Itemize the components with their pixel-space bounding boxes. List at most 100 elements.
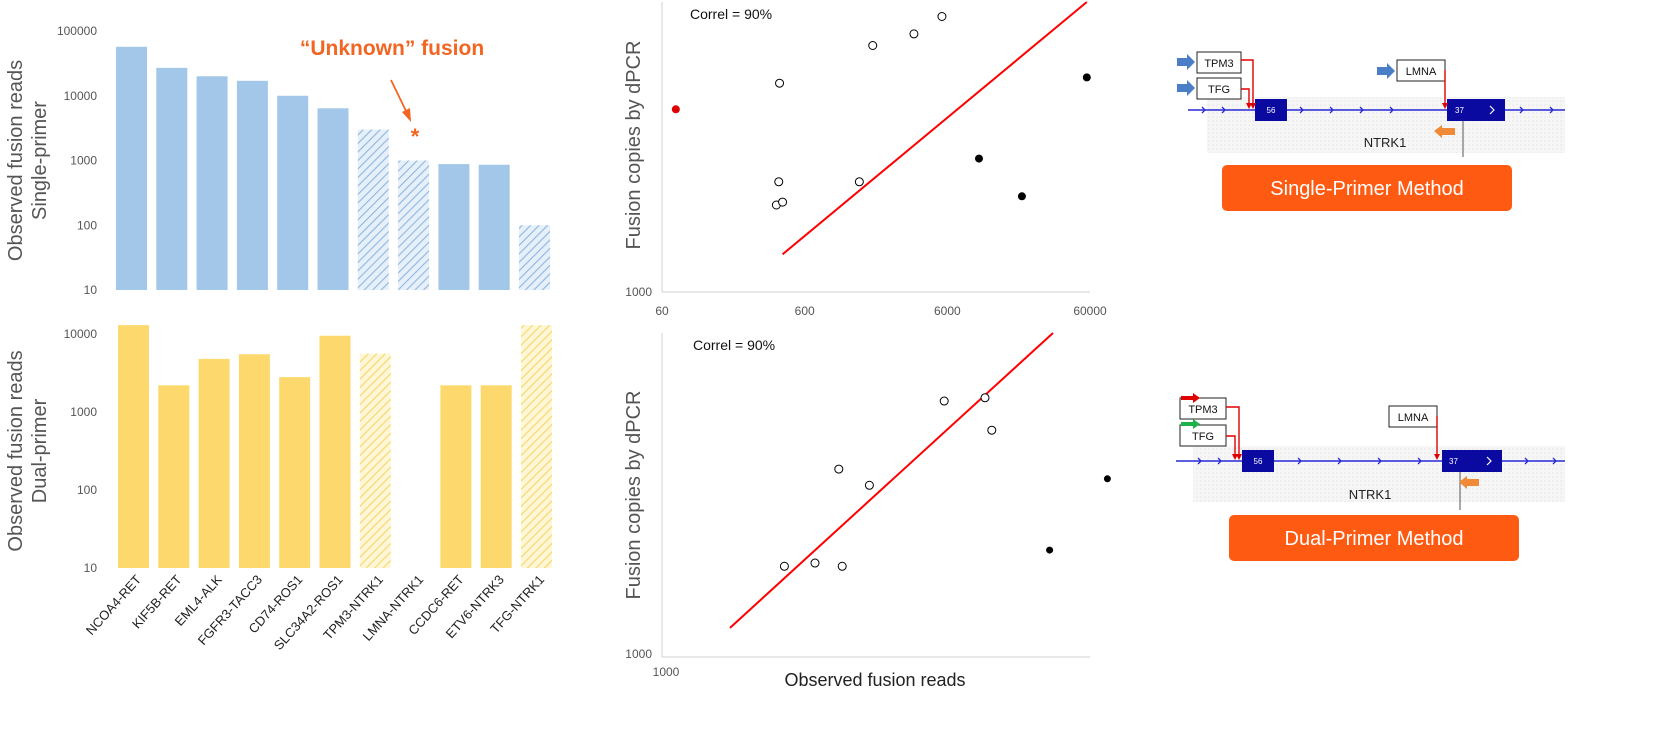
open-point xyxy=(778,197,788,207)
open-point xyxy=(837,561,847,571)
filled-point xyxy=(1017,192,1026,201)
x-tick-label: 60 xyxy=(655,304,669,318)
exon-chevron xyxy=(1486,456,1492,466)
unknown-fusion-arrowhead xyxy=(402,108,411,122)
exon-37-label: 37 xyxy=(1449,457,1458,466)
bar-eml4-alk xyxy=(196,76,228,291)
highlight-point xyxy=(671,105,680,114)
scatter2-y-tick: 1000 xyxy=(625,647,652,661)
y-tick-label: 10000 xyxy=(64,327,98,341)
unknown-fusion-arrow xyxy=(390,79,408,114)
exon-56 xyxy=(1255,99,1287,121)
scatter2-x-axis-label: Observed fusion reads xyxy=(784,670,965,690)
bar-ncoa4-ret xyxy=(118,325,149,568)
fusion-junction-arrows xyxy=(1226,406,1438,455)
filled-point xyxy=(1103,475,1111,483)
fusion-junction-arrowheads xyxy=(1246,103,1448,109)
tfg-label: TFG xyxy=(1208,84,1230,96)
filled-point xyxy=(1082,73,1091,82)
scatter1-y-axis-label: Fusion copies by dPCR xyxy=(623,41,645,250)
bar-cd74-ros1 xyxy=(279,377,311,568)
bar-tpm3-ntrk1 xyxy=(359,353,391,568)
fit-line xyxy=(729,332,1054,629)
bar-ccdc6-ret xyxy=(440,385,472,568)
bar-kif5b-ret xyxy=(158,385,190,568)
forward-primer-arrows xyxy=(1177,54,1395,96)
exon-37 xyxy=(1447,99,1505,121)
exon-37-label: 37 xyxy=(1455,106,1464,115)
single-primer-method-button xyxy=(1222,165,1512,211)
dual-primer-diagram: 56 37 NTRK1 TPM3 TFG LMNA Dual-Primer Me… xyxy=(1176,393,1565,561)
bar-tpm3-ntrk1 xyxy=(357,129,389,290)
open-point xyxy=(980,393,990,403)
open-point xyxy=(939,396,949,406)
bar-tfg-ntrk1 xyxy=(521,325,552,568)
tpm3-primer-arrow xyxy=(1181,393,1200,403)
bar-fgfr3-tacc3 xyxy=(236,80,268,290)
single-primer-y-axis-label: Observed fusion reads Single-primer xyxy=(5,60,51,261)
exon-56-label: 56 xyxy=(1267,106,1276,115)
backbone-chevrons xyxy=(1201,106,1554,114)
scatter2-marks xyxy=(729,332,1111,629)
open-point xyxy=(937,12,947,21)
tpm3-box xyxy=(1196,51,1242,74)
lmna-label: LMNA xyxy=(1406,66,1437,78)
unknown-fusion-annotation: “Unknown” fusion xyxy=(300,37,484,60)
bar-ccdc6-ret xyxy=(438,164,470,290)
tfg-label: TFG xyxy=(1192,431,1214,443)
single-primer-y-ticks: 100000 10000 1000 100 10 xyxy=(57,24,97,297)
x-tick-label: 600 xyxy=(795,304,815,318)
bar-etv6-ntrk3 xyxy=(478,164,510,290)
single-primer-scatter: Fusion copies by dPCR Correl = 90% 60 600… xyxy=(623,1,1107,318)
scatter1-marks xyxy=(671,1,1091,256)
tpm3-label: TPM3 xyxy=(1204,58,1233,70)
bar-lmna-ntrk1 xyxy=(398,160,430,290)
open-point xyxy=(864,480,874,490)
open-point xyxy=(810,558,820,568)
open-point xyxy=(909,29,919,39)
single-primer-method-label: Single-Primer Method xyxy=(1270,178,1463,200)
unknown-fusion-star: * xyxy=(411,124,420,149)
y-tick-label: 10 xyxy=(84,561,98,575)
x-tick-label: 6000 xyxy=(934,304,961,318)
ntrk1-label: NTRK1 xyxy=(1364,135,1407,150)
single-primer-bar-chart: Observed fusion reads Single-primer 10000… xyxy=(5,24,550,297)
y-tick-label: 100000 xyxy=(57,24,97,38)
scatter2-x-tick: 1000 xyxy=(653,665,680,679)
single-primer-bars xyxy=(116,46,550,291)
scatter2-correlation: Correl = 90% xyxy=(693,337,775,353)
open-point xyxy=(779,561,789,571)
reverse-primer-arrow xyxy=(1434,125,1455,138)
category-labels: NCOA4-RETKIF5B-RETEML4-ALKFGFR3-TACC3CD7… xyxy=(83,572,547,653)
tfg-primer-arrow xyxy=(1181,419,1200,429)
exon-56-label: 56 xyxy=(1254,457,1263,466)
open-point xyxy=(987,425,997,435)
bar-tfg-ntrk1 xyxy=(519,225,550,290)
scatter2-y-axis-label: Fusion copies by dPCR xyxy=(623,391,645,600)
bar-slc34a2-ros1 xyxy=(317,108,349,291)
bar-etv6-ntrk3 xyxy=(480,385,512,568)
exon-37 xyxy=(1442,450,1502,472)
scatter1-x-ticks: 60 600 6000 60000 xyxy=(655,304,1107,318)
dual-primer-y-ticks: 10000 1000 100 10 xyxy=(64,327,98,575)
scatter1-y-tick: 1000 xyxy=(625,285,652,299)
dual-primer-y-axis-label: Observed fusion reads Dual-primer xyxy=(5,350,51,551)
open-point xyxy=(774,177,784,187)
open-point xyxy=(868,41,878,50)
scatter1-correlation: Correl = 90% xyxy=(690,6,772,22)
filled-point xyxy=(974,154,983,163)
x-tick-label: 60000 xyxy=(1073,304,1107,318)
y-tick-label: 100 xyxy=(77,218,97,232)
open-point xyxy=(834,464,844,474)
open-point xyxy=(775,78,785,88)
single-primer-diagram: 56 37 NTRK1 TPM3 TFG LMNA Single-Primer … xyxy=(1177,51,1565,211)
fit-line xyxy=(781,1,1088,256)
bar-eml4-alk xyxy=(198,358,230,568)
dual-primer-method-label: Dual-Primer Method xyxy=(1285,528,1464,550)
tpm3-label: TPM3 xyxy=(1188,404,1217,416)
bar-ncoa4-ret xyxy=(116,46,147,291)
y-tick-label: 10000 xyxy=(64,89,98,103)
lmna-label: LMNA xyxy=(1398,412,1429,424)
fusion-junction-arrows xyxy=(1241,59,1446,104)
